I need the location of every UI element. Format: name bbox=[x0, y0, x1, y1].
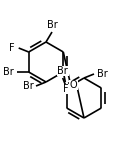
Text: F: F bbox=[62, 84, 68, 94]
Text: Br: Br bbox=[97, 69, 107, 79]
Text: F: F bbox=[9, 43, 14, 53]
Text: Br: Br bbox=[57, 66, 68, 76]
Text: O: O bbox=[70, 80, 77, 90]
Text: Br: Br bbox=[47, 20, 57, 30]
Text: Br: Br bbox=[3, 67, 14, 77]
Text: Br: Br bbox=[23, 81, 33, 91]
